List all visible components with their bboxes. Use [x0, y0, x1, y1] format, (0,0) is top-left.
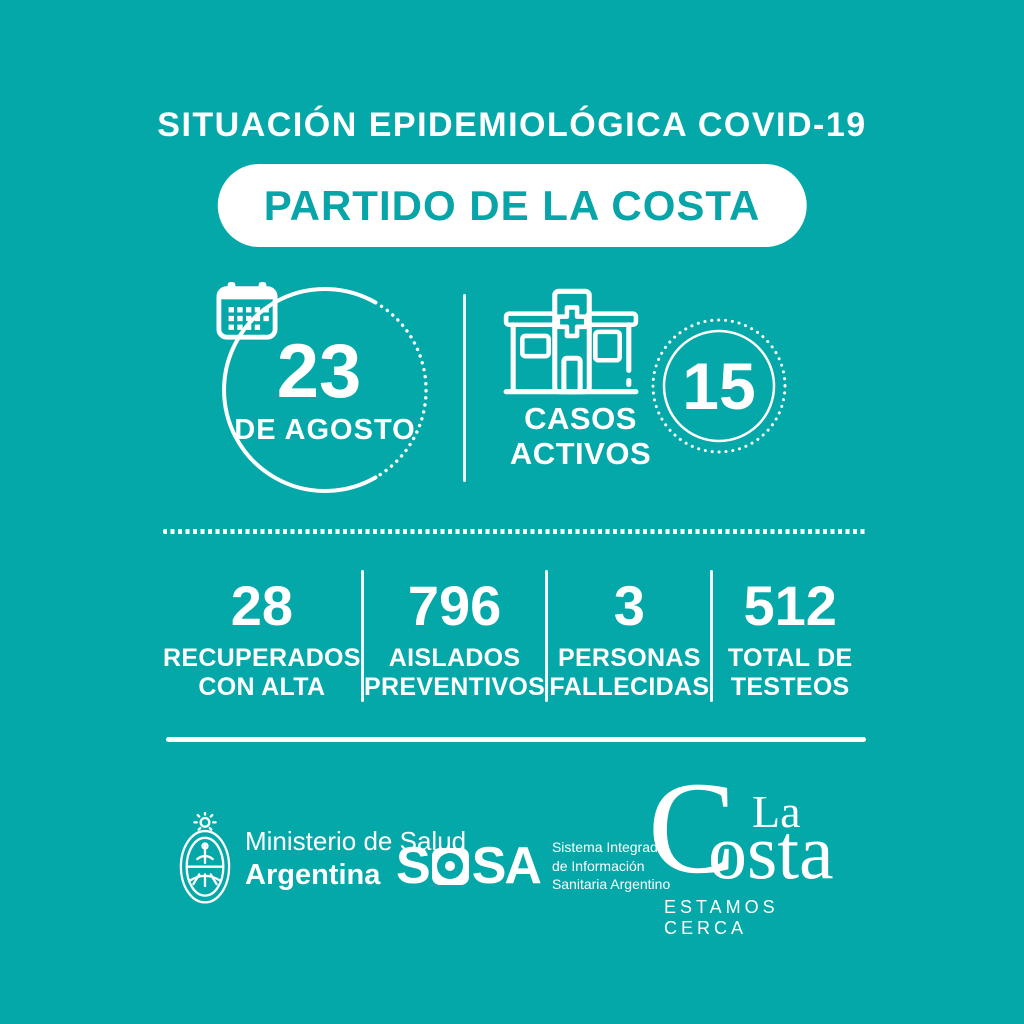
solid-divider	[166, 737, 866, 742]
active-cases-value: 15	[682, 349, 756, 423]
stat-label-line2: PREVENTIVOS	[364, 673, 546, 701]
stat-label: TOTAL DE TESTEOS	[728, 644, 853, 702]
stat-divider	[360, 570, 364, 702]
stat-label-line2: CON ALTA	[198, 673, 326, 701]
stat-label-line1: RECUPERADOS	[163, 644, 361, 672]
sisa-desc-line1: Sistema Integrado	[551, 839, 666, 856]
ministry-text: Ministerio de Salud Argentina	[245, 826, 466, 892]
lacosta-letter-c: C	[648, 754, 737, 901]
sisa-eye-icon	[431, 847, 469, 885]
ministry-logo: Ministerio de Salud Argentina	[178, 812, 466, 906]
lacosta-tagline: ESTAMOS CERCA	[664, 897, 779, 938]
stat-divider	[710, 570, 714, 702]
active-cases-badge: 15	[649, 316, 789, 456]
stat-label-line1: TOTAL DE	[727, 644, 853, 672]
stat-label-line1: PERSONAS	[557, 644, 701, 672]
sisa-desc-line2: de Información	[551, 857, 645, 874]
sisa-letter-a: A	[504, 837, 542, 895]
sisa-letter-s1: S	[396, 837, 431, 895]
active-cases-label-line2: ACTIVOS	[509, 436, 652, 472]
ministry-country: Argentina	[245, 859, 381, 891]
district-pill-label: PARTIDO DE LA COSTA	[263, 181, 761, 229]
dotted-divider	[163, 529, 867, 534]
stat-label: PERSONAS FALLECIDAS	[549, 644, 709, 702]
stat-label-line1: AISLADOS	[388, 644, 521, 672]
page-title: SITUACIÓN EPIDEMIOLÓGICA COVID-19	[157, 106, 867, 144]
stat-aislados: 796 AISLADOS PREVENTIVOS	[364, 570, 546, 702]
lacosta-word-osta: osta	[708, 808, 834, 895]
date-month: DE AGOSTO	[234, 413, 416, 446]
sisa-desc-line3: Sanitaria Argentino	[551, 876, 671, 893]
stat-value: 512	[743, 574, 837, 637]
sisa-wordmark: S S A	[396, 836, 542, 896]
stat-label: AISLADOS PREVENTIVOS	[364, 644, 545, 702]
ministry-name: Ministerio de Salud	[245, 826, 467, 856]
lacosta-logo: C La osta ESTAMOS CERCA	[648, 762, 873, 939]
circle-outline	[222, 287, 428, 493]
stat-recuperados: 28 RECUPERADOS CON ALTA	[163, 570, 361, 702]
sisa-letter-s2: S	[471, 837, 507, 895]
stat-value: 3	[613, 574, 645, 637]
stats-row: 28 RECUPERADOS CON ALTA 796 AISLADOS PRE…	[163, 570, 867, 702]
argentina-coat-of-arms-icon	[178, 812, 232, 906]
stat-label: RECUPERADOS CON ALTA	[163, 644, 361, 702]
stat-label-line2: FALLECIDAS	[549, 673, 710, 701]
stat-label-line2: TESTEOS	[730, 673, 850, 701]
district-pill: PARTIDO DE LA COSTA	[217, 164, 807, 247]
stat-fallecidas: 3 PERSONAS FALLECIDAS	[548, 570, 710, 702]
lacosta-word-la: La	[752, 786, 801, 837]
stat-value: 28	[230, 574, 294, 637]
stat-value: 796	[407, 574, 502, 637]
stat-divider	[545, 570, 549, 702]
vertical-divider	[463, 294, 466, 482]
active-cases-label: CASOS ACTIVOS	[488, 401, 673, 472]
hospital-icon	[500, 287, 642, 397]
date-day: 23	[276, 328, 362, 414]
date-badge: 23 DE AGOSTO	[216, 281, 434, 499]
stat-testeos: 512 TOTAL DE TESTEOS	[713, 570, 867, 702]
sisa-description: Sistema Integrado de Información Sanitar…	[552, 838, 670, 893]
sisa-logo: S S A Sistema Integrado de Información S…	[396, 836, 670, 896]
active-cases-label-line1: CASOS	[524, 401, 637, 436]
